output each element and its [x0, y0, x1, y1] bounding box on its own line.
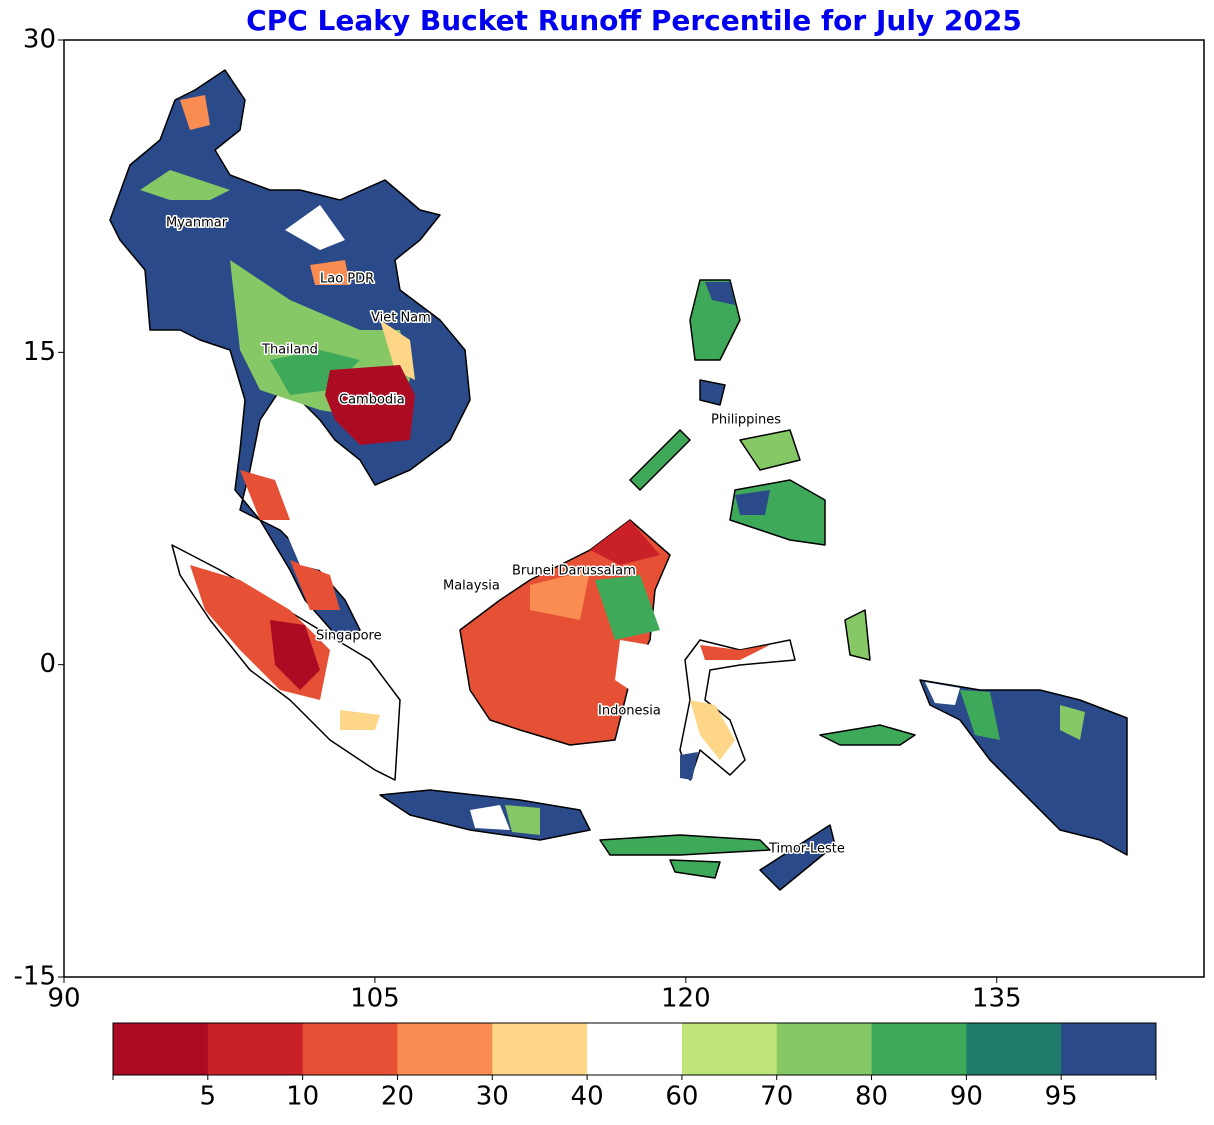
colorbar-segment: [207, 1023, 304, 1075]
country-label: Brunei Darussalam: [512, 564, 636, 579]
colorbar-tick-label: 80: [855, 1082, 888, 1112]
colorbar-frame: [112, 1022, 1157, 1076]
region: [1060, 705, 1085, 740]
region: [325, 365, 415, 445]
region: [290, 560, 340, 610]
colorbar-segment: [587, 1023, 683, 1075]
borneo: [459, 519, 671, 746]
colorbar-tick-label: 20: [381, 1082, 414, 1112]
country-label: Cambodia: [339, 393, 405, 408]
visayas: [739, 429, 801, 471]
country-label: Viet Nam: [371, 311, 431, 326]
colorbar-segment: [1061, 1023, 1157, 1075]
country-label: Lao PDR: [320, 272, 374, 287]
region: [735, 490, 770, 515]
title: CPC Leaky Bucket Runoff Percentile for J…: [246, 4, 1022, 37]
country-label: Singapore: [316, 629, 382, 644]
colorbar-tick-label: 70: [760, 1082, 793, 1112]
x-tick-label: 90: [47, 984, 80, 1014]
region: [595, 575, 660, 640]
country-label: Thailand: [261, 343, 318, 358]
colorbar-segment: [871, 1023, 967, 1075]
region: [310, 260, 350, 285]
colorbar-segment: [113, 1023, 209, 1075]
new-guinea: [919, 679, 1128, 856]
region: [270, 350, 360, 395]
lesser-sunda: [599, 834, 771, 856]
country-label: Philippines: [711, 413, 781, 428]
colorbar-segment: [302, 1023, 398, 1075]
palawan: [629, 429, 691, 491]
region: [285, 205, 345, 250]
region: [925, 682, 960, 705]
x-tick-label: 120: [661, 984, 711, 1014]
colorbar-segment: [492, 1023, 588, 1075]
region: [705, 282, 735, 305]
region: [590, 520, 660, 565]
mindoro: [699, 379, 726, 406]
region: [285, 530, 320, 570]
colorbar-tick-label: 30: [476, 1082, 509, 1112]
region: [700, 645, 770, 660]
timor: [759, 824, 836, 891]
map-shapes: [109, 69, 1128, 891]
region: [505, 805, 540, 835]
colorbar-tick-label: 60: [665, 1082, 698, 1112]
region: [615, 640, 650, 690]
region: [240, 470, 290, 520]
region: [180, 95, 210, 130]
sumba: [669, 859, 721, 879]
country-label: Myanmar: [166, 216, 228, 231]
colorbar-tick-label: 95: [1045, 1082, 1078, 1112]
colorbar-segment: [776, 1023, 873, 1075]
region: [960, 690, 1000, 740]
colorbar-segment: [681, 1023, 778, 1075]
colorbar-segment: [397, 1023, 493, 1075]
region: [340, 710, 380, 730]
y-tick-label: 15: [23, 337, 56, 367]
region: [270, 620, 320, 690]
x-tick-label: 105: [350, 984, 400, 1014]
colorbar-tick-label: 10: [286, 1082, 319, 1112]
colorbar-tick-label: 5: [200, 1082, 217, 1112]
colorbar-tick-label: 90: [950, 1082, 983, 1112]
y-tick-label: 30: [23, 25, 56, 55]
region: [690, 700, 735, 760]
colorbar-tick-label: 40: [571, 1082, 604, 1112]
map-frame: [63, 39, 1205, 978]
country-label: Timor-Leste: [768, 842, 845, 857]
region: [380, 320, 415, 380]
seram: [819, 724, 916, 746]
country-label: Indonesia: [598, 704, 661, 719]
y-tick-label: -15: [14, 962, 56, 992]
region: [140, 170, 230, 200]
halmahera: [844, 609, 871, 661]
region: [530, 570, 590, 620]
colorbar-segment: [966, 1023, 1062, 1075]
x-tick-label: 135: [972, 984, 1022, 1014]
region: [470, 805, 510, 830]
country-label: Malaysia: [443, 579, 500, 594]
region: [680, 752, 698, 780]
y-tick-label: 0: [39, 649, 56, 679]
